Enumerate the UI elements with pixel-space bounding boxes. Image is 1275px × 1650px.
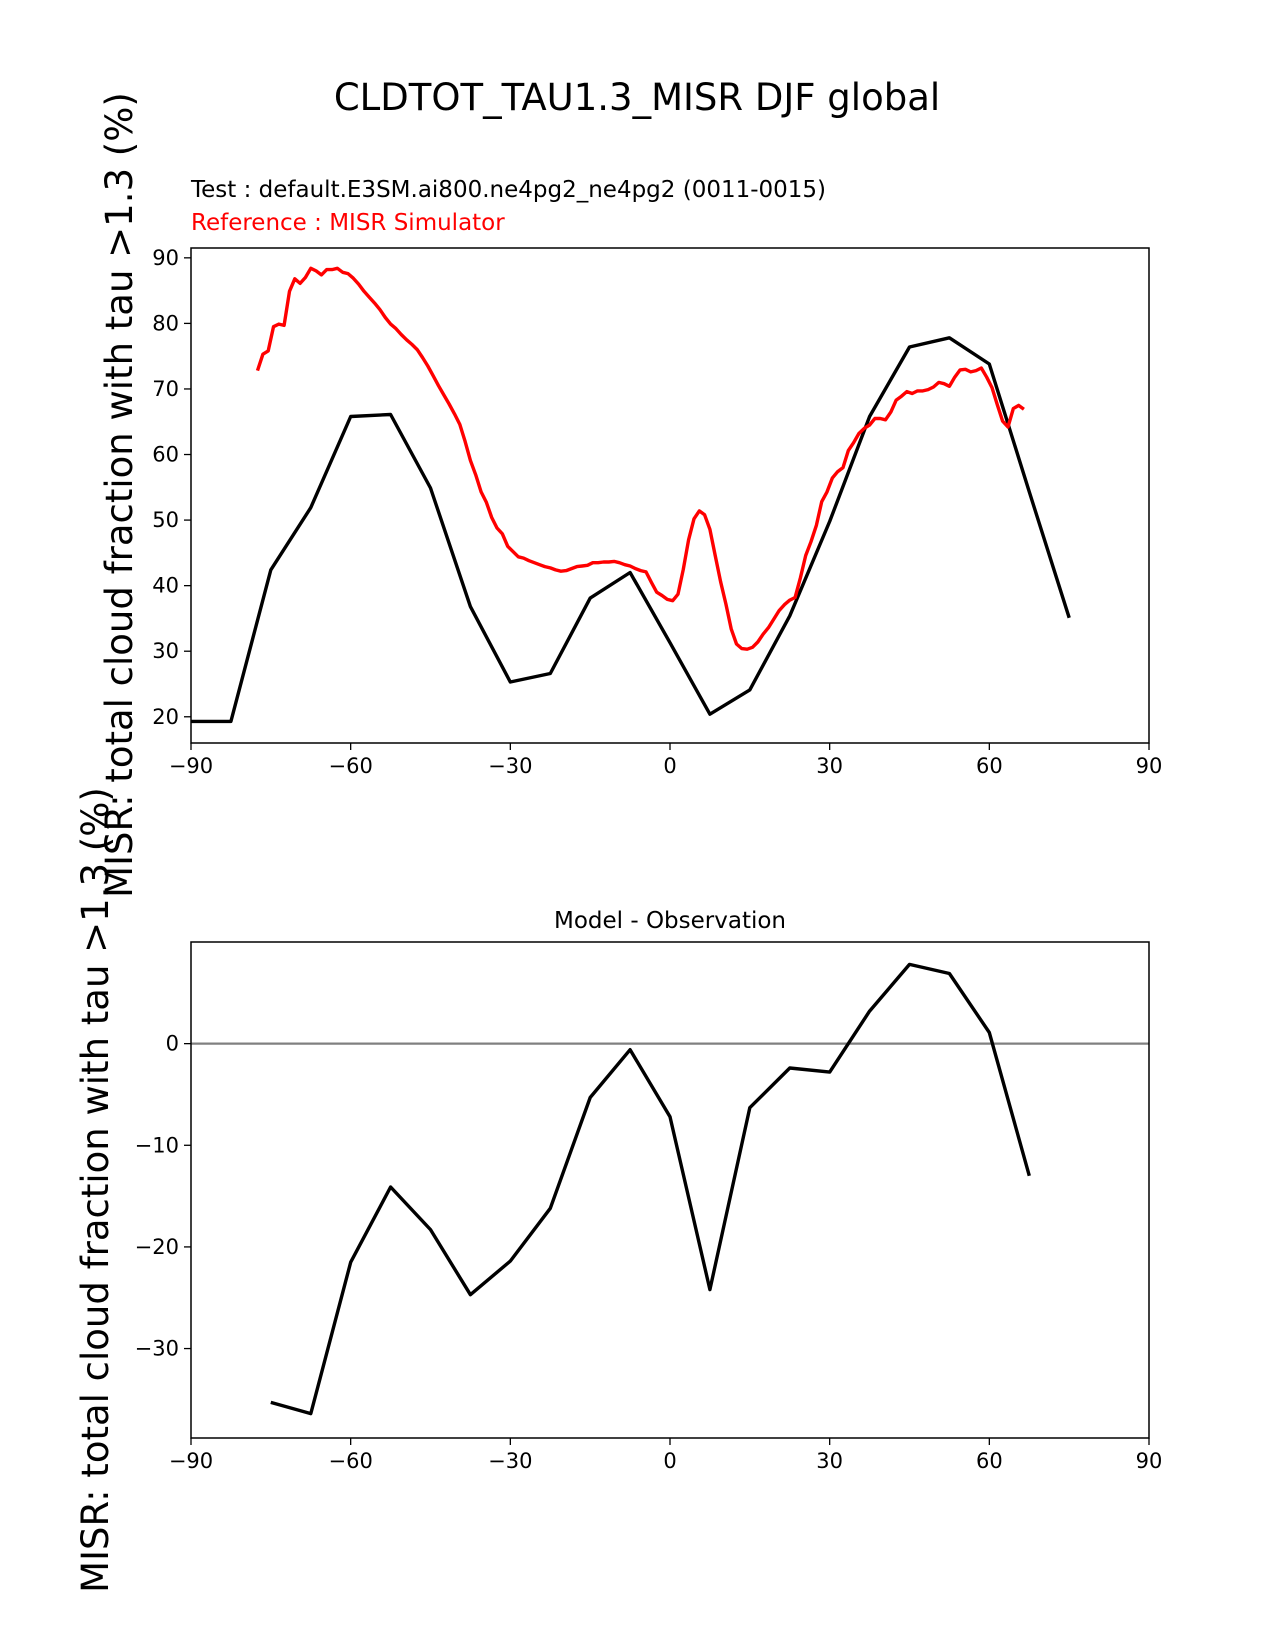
series-line-0-0: [191, 336, 1071, 724]
x-tick-label: 30: [816, 754, 843, 778]
x-tick-label: 90: [1136, 754, 1163, 778]
series-line-0-1: [255, 266, 1025, 651]
y-tick-label: −30: [135, 1337, 179, 1361]
y-tick-label: −10: [135, 1133, 179, 1157]
test-label: Test : default.E3SM.ai800.ne4pg2_ne4pg2 …: [190, 177, 826, 203]
x-tick-label: −90: [169, 754, 213, 778]
bottom-panel: −90 −60 −30 0 30 60 90 −30 −20 −10 0: [135, 962, 1163, 1473]
y-tick-label: 60: [152, 443, 179, 467]
y-tick-label: 50: [152, 508, 179, 532]
top-panel-ylabel: MISR: total cloud fraction with tau >1.3…: [98, 92, 141, 898]
y-tick-label: 0: [166, 1032, 179, 1056]
y-tick-label: 30: [152, 639, 179, 663]
reference-label: Reference : MISR Simulator: [191, 210, 505, 236]
y-tick-label: 90: [152, 246, 179, 270]
x-tick-label: −60: [329, 1449, 373, 1473]
x-tick-label: 0: [663, 754, 676, 778]
figure-title: CLDTOT_TAU1.3_MISR DJF global: [334, 76, 940, 119]
x-tick-label: −30: [488, 1449, 532, 1473]
x-tick-label: −90: [169, 1449, 213, 1473]
y-tick-label: 40: [152, 574, 179, 598]
y-tick-label: 70: [152, 377, 179, 401]
series-line-1-0: [270, 962, 1031, 1416]
y-tick-label: 20: [152, 705, 179, 729]
top-panel-frame: [190, 247, 1150, 744]
x-tick-label: −60: [329, 754, 373, 778]
x-tick-label: 90: [1136, 1449, 1163, 1473]
x-tick-label: 0: [663, 1449, 676, 1473]
x-tick-label: −30: [488, 754, 532, 778]
y-tick-label: −20: [135, 1235, 179, 1259]
x-tick-label: 60: [976, 754, 1003, 778]
bottom-panel-title: Model - Observation: [554, 908, 786, 934]
bottom-panel-frame: [190, 941, 1150, 1439]
top-panel: −90 −60 −30 0 30 60 90 20 30 40 50 60 70 80 90: [152, 246, 1162, 778]
x-tick-label: 60: [976, 1449, 1003, 1473]
x-tick-label: 30: [816, 1449, 843, 1473]
y-tick-label: 80: [152, 311, 179, 335]
bottom-panel-ylabel: MISR: total cloud fraction with tau >1.3…: [74, 787, 117, 1593]
